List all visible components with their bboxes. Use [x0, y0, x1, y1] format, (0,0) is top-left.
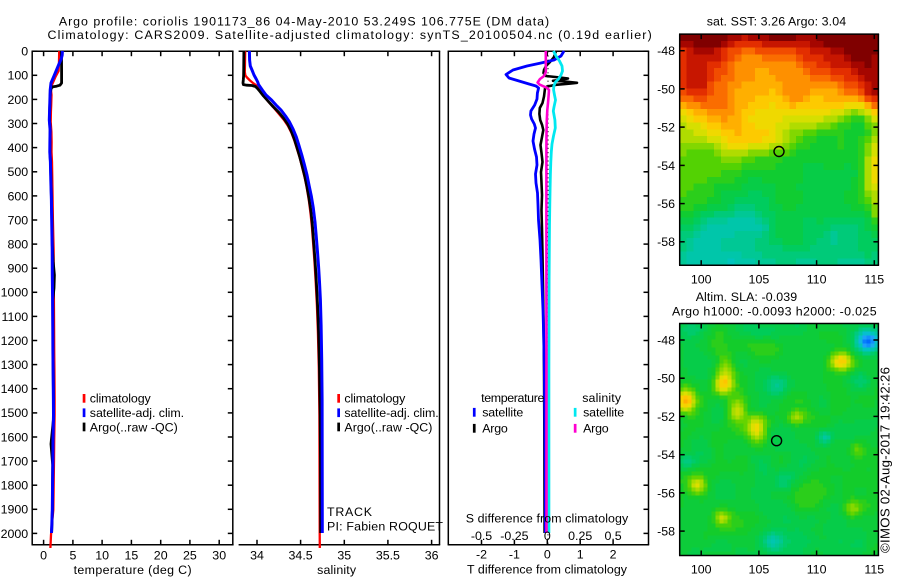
svg-text:105: 105	[749, 563, 770, 577]
svg-text:300: 300	[8, 117, 29, 131]
svg-text:-56: -56	[657, 486, 675, 500]
svg-text:Argo: Argo	[583, 422, 609, 436]
svg-text:2000: 2000	[1, 527, 29, 541]
svg-text:-54: -54	[657, 159, 675, 173]
svg-text:35: 35	[337, 548, 351, 562]
svg-text:115: 115	[864, 272, 884, 286]
svg-text:climatology: climatology	[90, 392, 152, 406]
svg-text:0.25: 0.25	[568, 529, 592, 543]
svg-text:400: 400	[8, 141, 29, 155]
svg-text:salinity: salinity	[582, 391, 622, 405]
svg-text:-52: -52	[657, 121, 675, 135]
svg-text:-58: -58	[657, 235, 675, 249]
svg-text:800: 800	[8, 238, 29, 252]
svg-text:-50: -50	[657, 82, 675, 96]
svg-text:100: 100	[8, 69, 29, 83]
svg-text:-54: -54	[657, 448, 675, 462]
svg-text:T difference from climatology: T difference from climatology	[467, 562, 628, 576]
svg-text:sat. SST: 3.26 Argo: 3.04: sat. SST: 3.26 Argo: 3.04	[707, 15, 846, 29]
svg-text:climatology: climatology	[344, 392, 406, 406]
svg-text:satellite: satellite	[583, 406, 624, 420]
svg-text:1300: 1300	[1, 358, 29, 372]
svg-text:satellite-adj. clim.: satellite-adj. clim.	[344, 406, 438, 420]
svg-text:Altim. SLA: -0.039: Altim. SLA: -0.039	[696, 290, 797, 304]
svg-text:1900: 1900	[1, 503, 29, 517]
svg-text:115: 115	[864, 563, 884, 577]
svg-text:25: 25	[183, 548, 197, 562]
svg-text:1600: 1600	[1, 430, 29, 444]
svg-text:Argo h1000: -0.0093 h2000: -0.: Argo h1000: -0.0093 h2000: -0.025	[672, 305, 877, 319]
svg-text:600: 600	[8, 189, 29, 203]
svg-text:100: 100	[691, 272, 712, 286]
svg-text:900: 900	[8, 262, 29, 276]
svg-text:-0.5: -0.5	[471, 529, 492, 543]
svg-text:10: 10	[95, 548, 109, 562]
svg-text:1100: 1100	[2, 310, 29, 324]
svg-text:-48: -48	[657, 44, 675, 58]
svg-text:0: 0	[40, 548, 47, 562]
svg-text:500: 500	[8, 165, 29, 179]
svg-text:1700: 1700	[1, 455, 29, 469]
svg-text:0: 0	[544, 548, 551, 562]
svg-text:Climatology: CARS2009. Satelli: Climatology: CARS2009. Satellite-adjuste…	[47, 28, 651, 42]
svg-text:1: 1	[577, 548, 584, 562]
svg-text:-0.25: -0.25	[500, 529, 528, 543]
svg-text:Argo(..raw -QC): Argo(..raw -QC)	[90, 420, 178, 434]
svg-text:-48: -48	[657, 333, 675, 347]
svg-text:30: 30	[212, 548, 226, 562]
svg-text:20: 20	[154, 548, 168, 562]
svg-text:temperature: temperature	[481, 391, 544, 405]
svg-text:-56: -56	[657, 197, 675, 211]
svg-text:700: 700	[8, 213, 29, 227]
svg-text:0: 0	[21, 45, 28, 59]
svg-text:200: 200	[8, 93, 29, 107]
svg-text:1800: 1800	[1, 479, 29, 493]
svg-text:0.5: 0.5	[604, 529, 621, 543]
svg-text:Argo profile: coriolis 1901173: Argo profile: coriolis 1901173_86 04-May…	[59, 14, 549, 28]
svg-text:salinity: salinity	[317, 563, 357, 577]
svg-text:Argo(..raw -QC): Argo(..raw -QC)	[344, 420, 432, 434]
svg-text:35.5: 35.5	[376, 548, 400, 562]
svg-text:-52: -52	[657, 410, 675, 424]
svg-text:0: 0	[544, 529, 551, 543]
svg-text:satellite: satellite	[482, 406, 523, 420]
svg-text:-50: -50	[657, 372, 675, 386]
svg-text:PI: Fabien ROQUET: PI: Fabien ROQUET	[327, 520, 443, 534]
svg-text:105: 105	[749, 272, 770, 286]
svg-text:TRACK: TRACK	[327, 505, 373, 519]
svg-text:-1: -1	[509, 548, 520, 562]
svg-text:satellite-adj. clim.: satellite-adj. clim.	[90, 406, 184, 420]
svg-text:©IMOS 02-Aug-2017 19:42:26: ©IMOS 02-Aug-2017 19:42:26	[878, 367, 893, 553]
svg-text:15: 15	[125, 548, 139, 562]
svg-text:34.5: 34.5	[289, 548, 313, 562]
svg-text:1400: 1400	[1, 382, 29, 396]
svg-text:5: 5	[69, 548, 76, 562]
svg-text:1200: 1200	[1, 334, 29, 348]
svg-text:2: 2	[610, 548, 617, 562]
svg-text:1500: 1500	[1, 406, 29, 420]
svg-text:Argo: Argo	[482, 422, 508, 436]
svg-text:-58: -58	[657, 525, 675, 539]
svg-text:-2: -2	[476, 548, 487, 562]
svg-text:temperature (deg C): temperature (deg C)	[74, 563, 192, 577]
svg-text:110: 110	[807, 563, 827, 577]
svg-text:110: 110	[807, 272, 827, 286]
svg-text:S difference from climatology: S difference from climatology	[466, 511, 629, 525]
svg-text:100: 100	[691, 563, 712, 577]
svg-text:1000: 1000	[1, 286, 29, 300]
svg-text:36: 36	[425, 548, 439, 562]
svg-text:34: 34	[250, 548, 264, 562]
